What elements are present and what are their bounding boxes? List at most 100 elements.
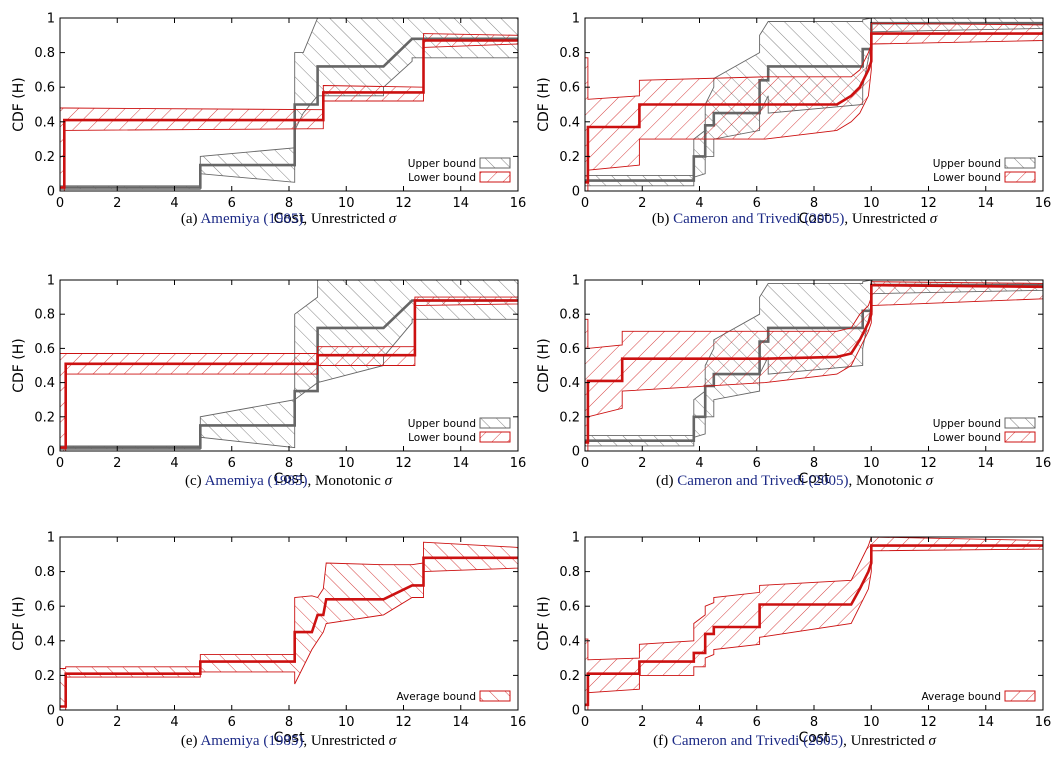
x-axis-label: Cost <box>273 730 305 746</box>
x-axis-label: Cost <box>798 211 830 227</box>
bound-line <box>585 544 1043 707</box>
bound-band <box>585 281 1043 451</box>
legend: Average bound <box>921 690 1036 703</box>
y-tick-label: 0.4 <box>34 634 55 649</box>
x-tick-label: 0 <box>581 456 589 471</box>
x-tick-label: 2 <box>113 196 121 211</box>
caption-f: (f) Cameron and Trivedi (2005), Unrestri… <box>530 733 1059 750</box>
x-tick-label: 8 <box>810 456 818 471</box>
legend: Upper bound Lower bound <box>933 417 1036 444</box>
x-tick-label: 10 <box>863 715 880 730</box>
y-tick-label: 0.6 <box>559 600 580 615</box>
y-axis-label: CDF (H) <box>536 338 552 393</box>
caption-ref-close[interactable]: ) <box>838 733 844 749</box>
y-axis-label: CDF (H) <box>536 596 552 651</box>
bound-band <box>60 541 518 710</box>
x-tick-label: 16 <box>1035 196 1052 211</box>
y-tick-label: 0.8 <box>559 308 580 323</box>
series-lower-bound <box>60 33 518 191</box>
x-tick-label: 12 <box>920 456 937 471</box>
caption-label: (a) <box>180 211 201 227</box>
plot-area <box>60 280 518 451</box>
caption-ref-close[interactable]: ) <box>839 211 845 227</box>
plot-area <box>585 280 1043 451</box>
y-tick-label: 0 <box>47 185 55 200</box>
x-tick-label: 0 <box>56 196 64 211</box>
caption-ref-year[interactable]: 2005 <box>809 211 840 227</box>
legend-label: Upper bound <box>933 418 1001 430</box>
y-axis-label: CDF (H) <box>536 77 552 132</box>
y-tick-label: 1 <box>572 274 580 289</box>
y-tick-label: 0.6 <box>559 81 580 96</box>
x-tick-label: 16 <box>1035 456 1052 471</box>
caption-ref-year[interactable]: 2005 <box>813 473 844 489</box>
caption-ref-year[interactable]: 2005 <box>808 733 839 749</box>
plot-area <box>585 18 1043 191</box>
caption-symbol: σ <box>384 473 392 489</box>
caption-label: (b) <box>651 211 674 227</box>
bound-line <box>60 39 518 189</box>
x-tick-label: 4 <box>695 715 703 730</box>
x-tick-label: 16 <box>1035 715 1052 730</box>
x-tick-label: 0 <box>56 456 64 471</box>
legend-swatch <box>479 171 511 183</box>
bound-line <box>585 283 1043 444</box>
x-tick-label: 2 <box>638 456 646 471</box>
caption-ref-author[interactable]: Amemiya ( <box>204 473 273 489</box>
caption-text: , Unrestricted <box>844 211 930 227</box>
series-lower-bound <box>585 22 1043 191</box>
series-upper-bound <box>60 18 518 190</box>
caption-ref-author[interactable]: Cameron and Trivedi ( <box>671 733 809 749</box>
legend-swatch <box>1004 690 1036 702</box>
caption-symbol: σ <box>925 473 933 489</box>
x-tick-label: 2 <box>113 715 121 730</box>
legend-label: Average bound <box>396 691 476 703</box>
caption-ref-author[interactable]: Cameron and Trivedi ( <box>673 211 810 227</box>
x-tick-label: 16 <box>510 196 527 211</box>
x-tick-label: 12 <box>395 715 412 730</box>
plot-area <box>60 18 518 191</box>
y-tick-label: 0.4 <box>34 376 55 391</box>
x-tick-label: 0 <box>581 196 589 211</box>
legend: Upper bound Lower bound <box>933 157 1036 184</box>
x-tick-label: 12 <box>920 196 937 211</box>
caption-ref-author[interactable]: Cameron and Trivedi ( <box>677 473 814 489</box>
chart-panel-d: 0 2 4 6 8 10 12 14 16 0 0.2 0.4 0.6 0.8 1 Cost CDF (H) Up… <box>536 274 1051 488</box>
legend: Upper bound Lower bound <box>408 157 511 184</box>
caption-label: (e) <box>180 733 201 749</box>
x-tick-label: 4 <box>170 715 178 730</box>
caption-label: (c) <box>185 473 205 489</box>
bound-line <box>60 37 518 189</box>
bound-line <box>585 32 1043 184</box>
chart-panel-c: 0 2 4 6 8 10 12 14 16 0 0.2 0.4 0.6 0.8 1 Cost CDF (H) Up… <box>11 274 526 488</box>
caption-ref-author[interactable]: Amemiya ( <box>200 733 269 749</box>
x-tick-label: 8 <box>810 196 818 211</box>
y-tick-label: 0.4 <box>34 115 55 130</box>
caption-c: (c) Amemiya (1985), Monotonic σ <box>24 473 553 490</box>
bound-band <box>60 18 518 190</box>
y-tick-label: 0.6 <box>34 81 55 96</box>
x-tick-label: 0 <box>56 715 64 730</box>
x-tick-label: 6 <box>228 196 236 211</box>
legend-swatch <box>479 431 511 443</box>
caption-ref-close[interactable]: ) <box>298 211 304 227</box>
legend-swatch <box>479 157 511 169</box>
caption-ref-close[interactable]: ) <box>843 473 849 489</box>
y-tick-label: 0.6 <box>559 342 580 357</box>
caption-ref-year[interactable]: 1985 <box>272 473 303 489</box>
caption-ref-author[interactable]: Amemiya ( <box>200 211 269 227</box>
x-tick-label: 12 <box>395 456 412 471</box>
y-tick-label: 0 <box>572 185 580 200</box>
y-tick-label: 1 <box>572 531 580 546</box>
caption-ref-close[interactable]: ) <box>302 473 308 489</box>
x-tick-label: 14 <box>452 196 469 211</box>
chart-panel-a: 0 2 4 6 8 10 12 14 16 0 0.2 0.4 0.6 0.8 1 Cost CDF (H) Up… <box>11 12 526 228</box>
caption-ref-year[interactable]: 1985 <box>268 733 299 749</box>
x-tick-label: 12 <box>395 196 412 211</box>
caption-text: , Unrestricted <box>843 733 929 749</box>
caption-ref-year[interactable]: 1985 <box>268 211 299 227</box>
caption-ref-close[interactable]: ) <box>298 733 304 749</box>
y-tick-label: 0.2 <box>34 669 55 684</box>
plot-area <box>585 537 1043 710</box>
caption-d: (d) Cameron and Trivedi (2005), Monotoni… <box>530 473 1059 490</box>
